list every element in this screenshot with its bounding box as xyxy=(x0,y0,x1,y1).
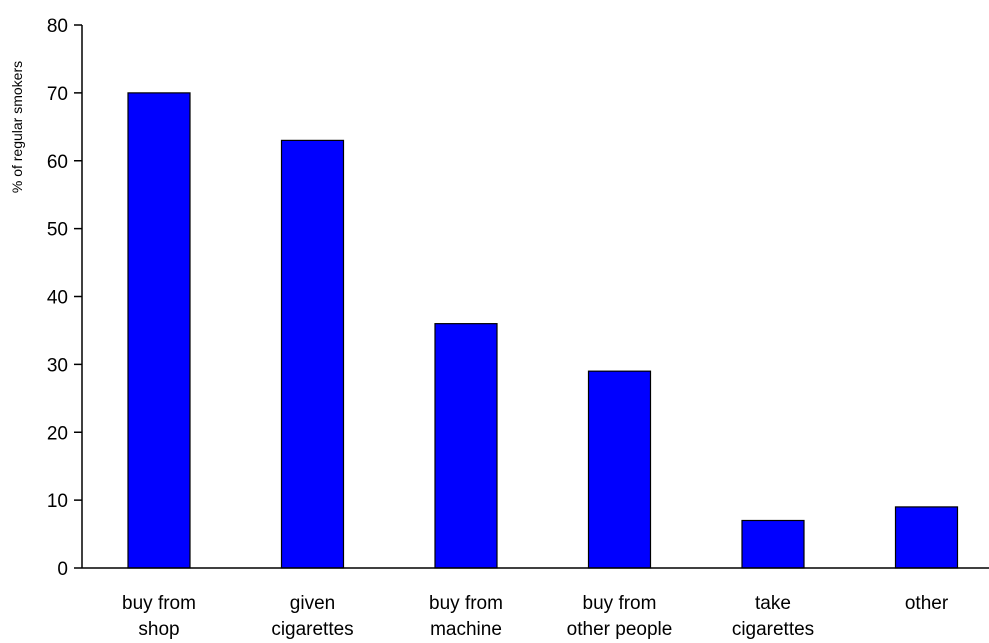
x-category-label-line: cigarettes xyxy=(271,619,353,640)
x-category-label-line: other xyxy=(905,593,949,614)
x-category-label: buy from other people xyxy=(567,593,673,640)
y-tick-label: 70 xyxy=(47,84,68,105)
y-tick-label: 10 xyxy=(47,491,68,512)
bar xyxy=(127,92,191,569)
y-ticks-group: 0 10 20 30 40 50 60 70 80 xyxy=(47,16,82,580)
bar xyxy=(741,519,805,569)
x-category-label-line: other people xyxy=(567,619,673,640)
x-category-label-line: take xyxy=(755,593,791,614)
bar xyxy=(587,370,652,569)
x-category-label: buy from machine xyxy=(429,593,503,640)
x-category-label: take cigarettes xyxy=(732,593,814,640)
bars-group xyxy=(127,92,959,569)
y-axis-title: % of regular smokers xyxy=(9,61,25,193)
x-category-label-line: shop xyxy=(138,619,179,640)
bar xyxy=(434,323,498,569)
y-tick-label: 50 xyxy=(47,220,68,241)
bar xyxy=(280,139,345,569)
x-category-label-line: buy from xyxy=(583,593,657,614)
y-tick-label: 20 xyxy=(47,423,68,444)
x-category-label-line: cigarettes xyxy=(732,619,814,640)
x-category-label-line: given xyxy=(290,593,335,614)
axes-group xyxy=(81,25,989,569)
bar xyxy=(894,506,959,569)
x-labels-group: buy from shop given cigarettes buy from machi… xyxy=(122,593,949,640)
y-tick-label: 0 xyxy=(57,559,68,580)
x-category-label: other xyxy=(905,593,949,614)
y-tick-label: 60 xyxy=(47,152,68,173)
y-tick-label: 30 xyxy=(47,355,68,376)
y-tick-label: 80 xyxy=(47,16,68,37)
x-category-label-line: buy from xyxy=(429,593,503,614)
x-category-label-line: buy from xyxy=(122,593,196,614)
x-category-label: given cigarettes xyxy=(271,593,353,640)
y-tick-label: 40 xyxy=(47,288,68,309)
x-category-label-line: machine xyxy=(430,619,502,640)
x-category-label: buy from shop xyxy=(122,593,196,640)
